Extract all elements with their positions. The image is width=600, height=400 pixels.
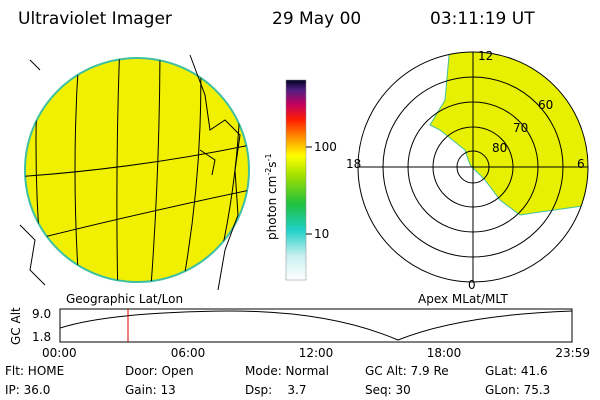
- colorbar-tick-label: 10: [314, 227, 329, 241]
- mlat-label: 70: [513, 121, 528, 135]
- date: 29 May 00: [272, 9, 361, 29]
- altitude-curve: [59, 310, 573, 341]
- altitude-ylabel: GC Alt: [9, 307, 23, 345]
- altitude-ytick: 1.8: [32, 330, 51, 344]
- info-field: Gain: 13: [125, 383, 176, 397]
- mlt-label: 18: [346, 157, 361, 171]
- info-field: GLat: 41.6: [485, 364, 548, 378]
- colorbar-tick-label: 100: [314, 140, 337, 154]
- title: Ultraviolet Imager: [18, 9, 172, 29]
- time: 03:11:19 UT: [430, 9, 535, 29]
- altitude-xtick: 12:00: [299, 346, 334, 360]
- mlat-label: 60: [538, 98, 553, 112]
- map-label: Geographic Lat/Lon: [66, 292, 183, 306]
- info-field: Seq: 30: [365, 383, 411, 397]
- info-field: IP: 36.0: [5, 383, 50, 397]
- colorbar: [285, 79, 307, 281]
- altitude-xtick: 18:00: [427, 346, 462, 360]
- info-field: Mode: Normal: [245, 364, 329, 378]
- info-field: GLon: 75.3: [485, 383, 550, 397]
- mlt-label: 0: [468, 278, 476, 292]
- info-field: GC Alt: 7.9 Re: [365, 364, 449, 378]
- polar-plot: [357, 51, 589, 283]
- info-field: Door: Open: [125, 364, 194, 378]
- altitude-xtick: 06:00: [171, 346, 206, 360]
- mlt-label: 6: [577, 157, 585, 171]
- altitude-ytick: 9.0: [32, 307, 51, 321]
- altitude-xtick: 23:59: [555, 346, 590, 360]
- mlt-label: 12: [478, 49, 493, 63]
- geo-map: [19, 54, 250, 290]
- info-field: Flt: HOME: [5, 364, 64, 378]
- altitude-frame: [59, 308, 573, 343]
- altitude-xtick: 00:00: [42, 346, 77, 360]
- colorbar-label: photon cm-2s-1: [264, 153, 279, 240]
- info-field: Dsp: 3.7: [245, 383, 307, 397]
- polar-label: Apex MLat/MLT: [418, 292, 508, 306]
- mlat-label: 80: [492, 141, 507, 155]
